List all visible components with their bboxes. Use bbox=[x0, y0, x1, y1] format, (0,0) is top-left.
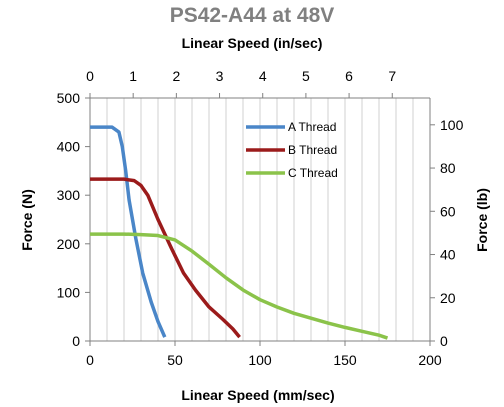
x-tick-label-bottom: 200 bbox=[418, 352, 442, 368]
x-tick-label-top: 1 bbox=[129, 68, 137, 84]
x-tick-label-bottom: 50 bbox=[167, 352, 183, 368]
y-tick-label-right: 100 bbox=[440, 117, 464, 133]
y-tick-label-left: 500 bbox=[57, 90, 81, 106]
y-tick-label-left: 200 bbox=[57, 236, 81, 252]
x-tick-label-top: 2 bbox=[172, 68, 180, 84]
y-tick-label-right: 0 bbox=[440, 333, 448, 349]
legend: A Thread B Thread C Thread bbox=[246, 120, 338, 180]
series-line-b-thread bbox=[90, 177, 241, 339]
x-tick-label-top: 5 bbox=[302, 68, 310, 84]
y-axis-title-right: Force (lb) bbox=[474, 188, 490, 252]
x-tick-label-bottom: 100 bbox=[248, 352, 272, 368]
legend-label-b-thread: B Thread bbox=[288, 143, 337, 157]
y-tick-label-right: 20 bbox=[440, 290, 456, 306]
series-line-a-thread bbox=[90, 125, 167, 338]
x-tick-label-bottom: 0 bbox=[86, 352, 94, 368]
x-axis-title-top: Linear Speed (in/sec) bbox=[182, 35, 323, 51]
x-tick-label-top: 0 bbox=[86, 68, 94, 84]
x-tick-label-top: 3 bbox=[216, 68, 224, 84]
x-tick-label-bottom: 150 bbox=[333, 352, 357, 368]
y-axis-title-left: Force (N) bbox=[19, 189, 35, 250]
series-line-c-thread bbox=[90, 232, 389, 340]
x-axis-title-bottom: Linear Speed (mm/sec) bbox=[181, 387, 334, 403]
y-tick-label-right: 40 bbox=[440, 247, 456, 263]
y-tick-label-left: 0 bbox=[72, 333, 80, 349]
x-tick-label-top: 4 bbox=[259, 68, 267, 84]
y-tick-label-left: 400 bbox=[57, 139, 81, 155]
chart-title: PS42-A44 at 48V bbox=[170, 4, 335, 27]
y-tick-label-left: 100 bbox=[57, 284, 81, 300]
x-tick-label-top: 6 bbox=[345, 68, 353, 84]
series-layer bbox=[90, 125, 389, 340]
axes-layer: 0 50 100 150 200 0 1 2 3 4 5 6 7 0 100 200 300 400 500 0 20 4… bbox=[57, 68, 464, 368]
y-tick-label-right: 60 bbox=[440, 203, 456, 219]
legend-label-c-thread: C Thread bbox=[288, 166, 338, 180]
y-tick-label-left: 300 bbox=[57, 187, 81, 203]
grid-layer bbox=[89, 98, 431, 341]
x-tick-label-top: 7 bbox=[388, 68, 396, 84]
y-tick-label-right: 80 bbox=[440, 160, 456, 176]
legend-label-a-thread: A Thread bbox=[288, 120, 336, 134]
